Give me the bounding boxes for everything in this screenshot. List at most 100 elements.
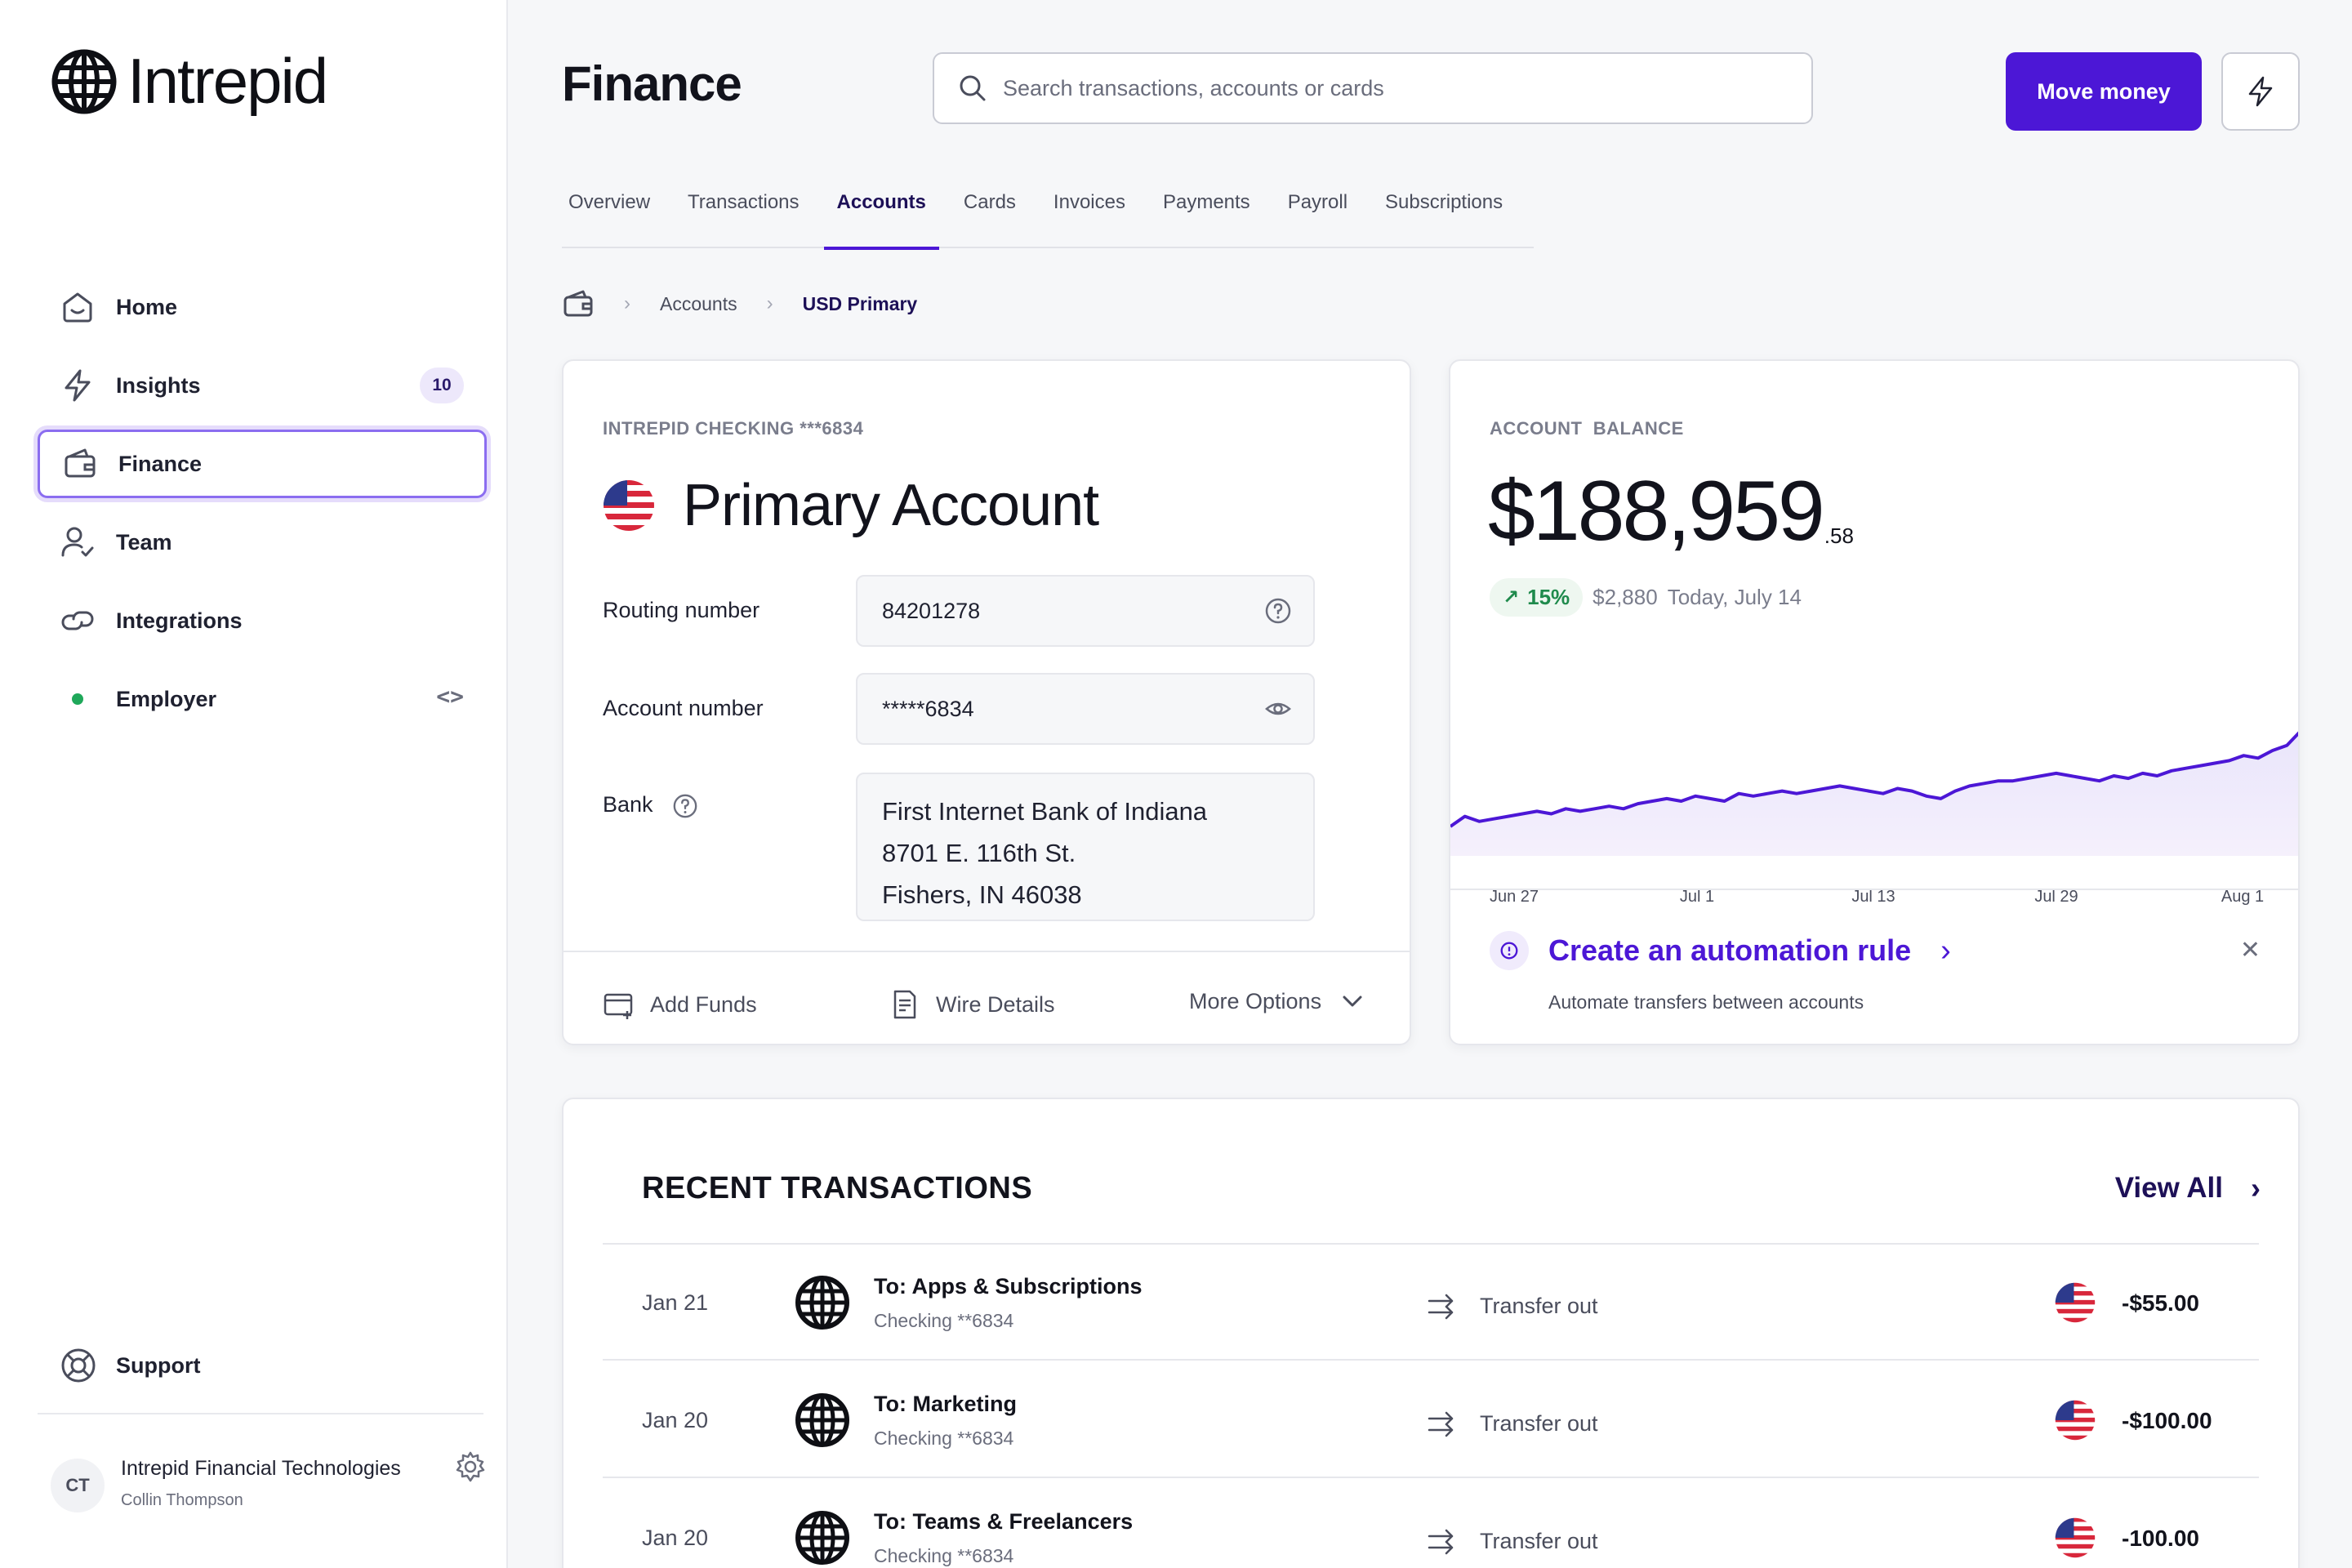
more-options-button[interactable]: More Options <box>1189 988 1365 1014</box>
search-input[interactable] <box>1003 75 1787 101</box>
document-icon <box>893 990 916 1019</box>
automation-title[interactable]: Create an automation rule <box>1548 933 1912 967</box>
transactions-title: RECENT TRANSACTIONS <box>642 1171 1033 1205</box>
wire-details-label: Wire Details <box>936 991 1055 1017</box>
help-icon[interactable] <box>1264 597 1292 625</box>
sidebar-item-finance[interactable]: Finance <box>38 430 487 498</box>
tab-payroll[interactable]: Payroll <box>1287 191 1348 213</box>
finance-tabs: Overview Transactions Accounts Cards Inv… <box>562 178 1534 250</box>
change-percent: 15% <box>1527 585 1570 609</box>
transfer-icon <box>1428 1529 1454 1555</box>
bank-name: First Internet Bank of Indiana <box>882 797 1208 826</box>
chart-x-ticks: Jun 27 Jul 1 Jul 13 Jul 29 Aug 1 <box>1490 888 2264 906</box>
automation-subtitle: Automate transfers between accounts <box>1548 991 1864 1013</box>
tab-cards[interactable]: Cards <box>963 191 1016 213</box>
breadcrumb-parent[interactable]: Accounts <box>660 292 737 314</box>
account-number-value: *****6834 <box>882 696 974 721</box>
help-icon[interactable] <box>672 793 698 819</box>
sidebar-item-support[interactable]: Support <box>59 1346 200 1385</box>
account-eyebrow: INTREPID CHECKING ***6834 <box>603 418 864 439</box>
change-amount: $2,880 <box>1592 585 1658 609</box>
routing-number-value: 84201278 <box>882 598 981 623</box>
breadcrumb: › Accounts › USD Primary <box>562 287 917 320</box>
tx-type-label: Transfer out <box>1480 1528 1598 1553</box>
tx-account: Checking **6834 <box>874 1545 1014 1566</box>
tab-payments[interactable]: Payments <box>1162 191 1250 213</box>
tx-date: Jan 20 <box>642 1408 709 1432</box>
tx-type: Transfer out <box>1426 1526 1598 1557</box>
tab-transactions[interactable]: Transactions <box>688 191 800 213</box>
brand-name: Intrepid <box>127 45 328 117</box>
code-icon[interactable]: <> <box>436 683 464 710</box>
view-all-link[interactable]: View All › <box>2115 1171 2261 1205</box>
tx-recipient: To: Apps & Subscriptions <box>874 1274 1143 1298</box>
add-funds-button[interactable]: Add Funds <box>603 988 757 1021</box>
sidebar-item-label: Finance <box>118 451 203 476</box>
link-icon <box>59 602 96 639</box>
globe-icon <box>795 1276 849 1330</box>
transfer-icon <box>1428 1411 1454 1437</box>
wire-details-button[interactable]: Wire Details <box>889 988 1055 1021</box>
tx-date: Jan 20 <box>642 1526 709 1550</box>
page-title: Finance <box>562 56 742 111</box>
chart-x-tick-label: Aug 1 <box>2221 888 2264 906</box>
bank-street: 8701 E. 116th St. <box>882 839 1076 867</box>
tab-accounts[interactable]: Accounts <box>823 178 940 250</box>
automation-link[interactable]: Create an automation rule › <box>1490 931 1951 970</box>
sidebar-item-insights[interactable]: Insights 10 <box>38 351 487 420</box>
account-number-label: Account number <box>603 696 764 720</box>
chart-area <box>1450 733 2298 856</box>
table-row[interactable]: Jan 21 To: Apps & Subscriptions Checking… <box>603 1245 2259 1361</box>
balance-chart: Jun 27 Jul 1 Jul 13 Jul 29 Aug 1 <box>1450 731 2298 906</box>
wallet-icon <box>61 445 99 483</box>
view-all-label: View All <box>2114 1172 2223 1204</box>
bank-address-field: First Internet Bank of Indiana 8701 E. 1… <box>856 773 1315 921</box>
sidebar-item-label: Home <box>116 294 178 319</box>
change-date: Today, July 14 <box>1667 585 1802 609</box>
sidebar-nav: Home Insights 10 Finance Team Integrat <box>38 273 487 743</box>
account-number-field[interactable]: *****6834 <box>856 673 1315 745</box>
table-row[interactable]: Jan 20 To: Marketing Checking **6834 Tra… <box>603 1362 2259 1478</box>
sidebar-item-employer[interactable]: Employer <> <box>38 665 487 733</box>
tab-overview[interactable]: Overview <box>568 191 651 213</box>
profile[interactable]: CT Intrepid Financial Technologies Colli… <box>51 1450 487 1524</box>
tx-type: Transfer out <box>1426 1290 1598 1321</box>
close-icon[interactable]: ✕ <box>2239 937 2261 964</box>
routing-label: Routing number <box>603 598 760 622</box>
tab-subscriptions[interactable]: Subscriptions <box>1385 191 1503 213</box>
routing-number-field[interactable]: 84201278 <box>856 575 1315 647</box>
transactions-header-divider <box>603 1243 2259 1245</box>
tab-invoices[interactable]: Invoices <box>1053 191 1125 213</box>
avatar: CT <box>51 1459 105 1512</box>
insights-count-badge: 10 <box>420 368 464 403</box>
tx-type-label: Transfer out <box>1480 1293 1598 1318</box>
chevron-right-icon: › <box>624 292 630 314</box>
table-row[interactable]: Jan 20 To: Teams & Freelancers Checking … <box>603 1480 2259 1568</box>
more-options-label: More Options <box>1189 988 1322 1013</box>
tx-type: Transfer out <box>1426 1408 1598 1439</box>
support-label: Support <box>116 1352 201 1378</box>
eye-icon[interactable] <box>1264 695 1292 723</box>
balance-cents: .58 <box>1824 523 1854 548</box>
tx-amount: -100.00 <box>2122 1526 2199 1551</box>
sidebar-item-integrations[interactable]: Integrations <box>38 586 487 655</box>
balance-amount: $188,959 .58 <box>1488 464 1854 559</box>
tx-recipient: To: Marketing <box>874 1392 1017 1416</box>
bolt-icon <box>2248 76 2273 107</box>
quick-actions-button[interactable] <box>2221 52 2300 131</box>
sidebar-item-label: Employer <box>116 686 217 711</box>
sidebar-divider <box>38 1413 483 1414</box>
search-bar[interactable] <box>933 52 1813 124</box>
org-name: Intrepid Financial Technologies <box>121 1457 401 1480</box>
gear-icon[interactable] <box>454 1450 487 1483</box>
sidebar-item-team[interactable]: Team <box>38 508 487 577</box>
move-money-button[interactable]: Move money <box>2006 52 2202 131</box>
account-title: Primary Account <box>603 472 1099 539</box>
sidebar-item-label: Team <box>116 529 172 555</box>
wallet-icon[interactable] <box>562 287 595 320</box>
bank-label: Bank <box>603 792 653 817</box>
brand-logo[interactable]: Intrepid <box>51 44 328 118</box>
chevron-right-icon: › <box>2251 1171 2261 1205</box>
tx-date: Jan 21 <box>642 1290 709 1315</box>
sidebar-item-home[interactable]: Home <box>38 273 487 341</box>
